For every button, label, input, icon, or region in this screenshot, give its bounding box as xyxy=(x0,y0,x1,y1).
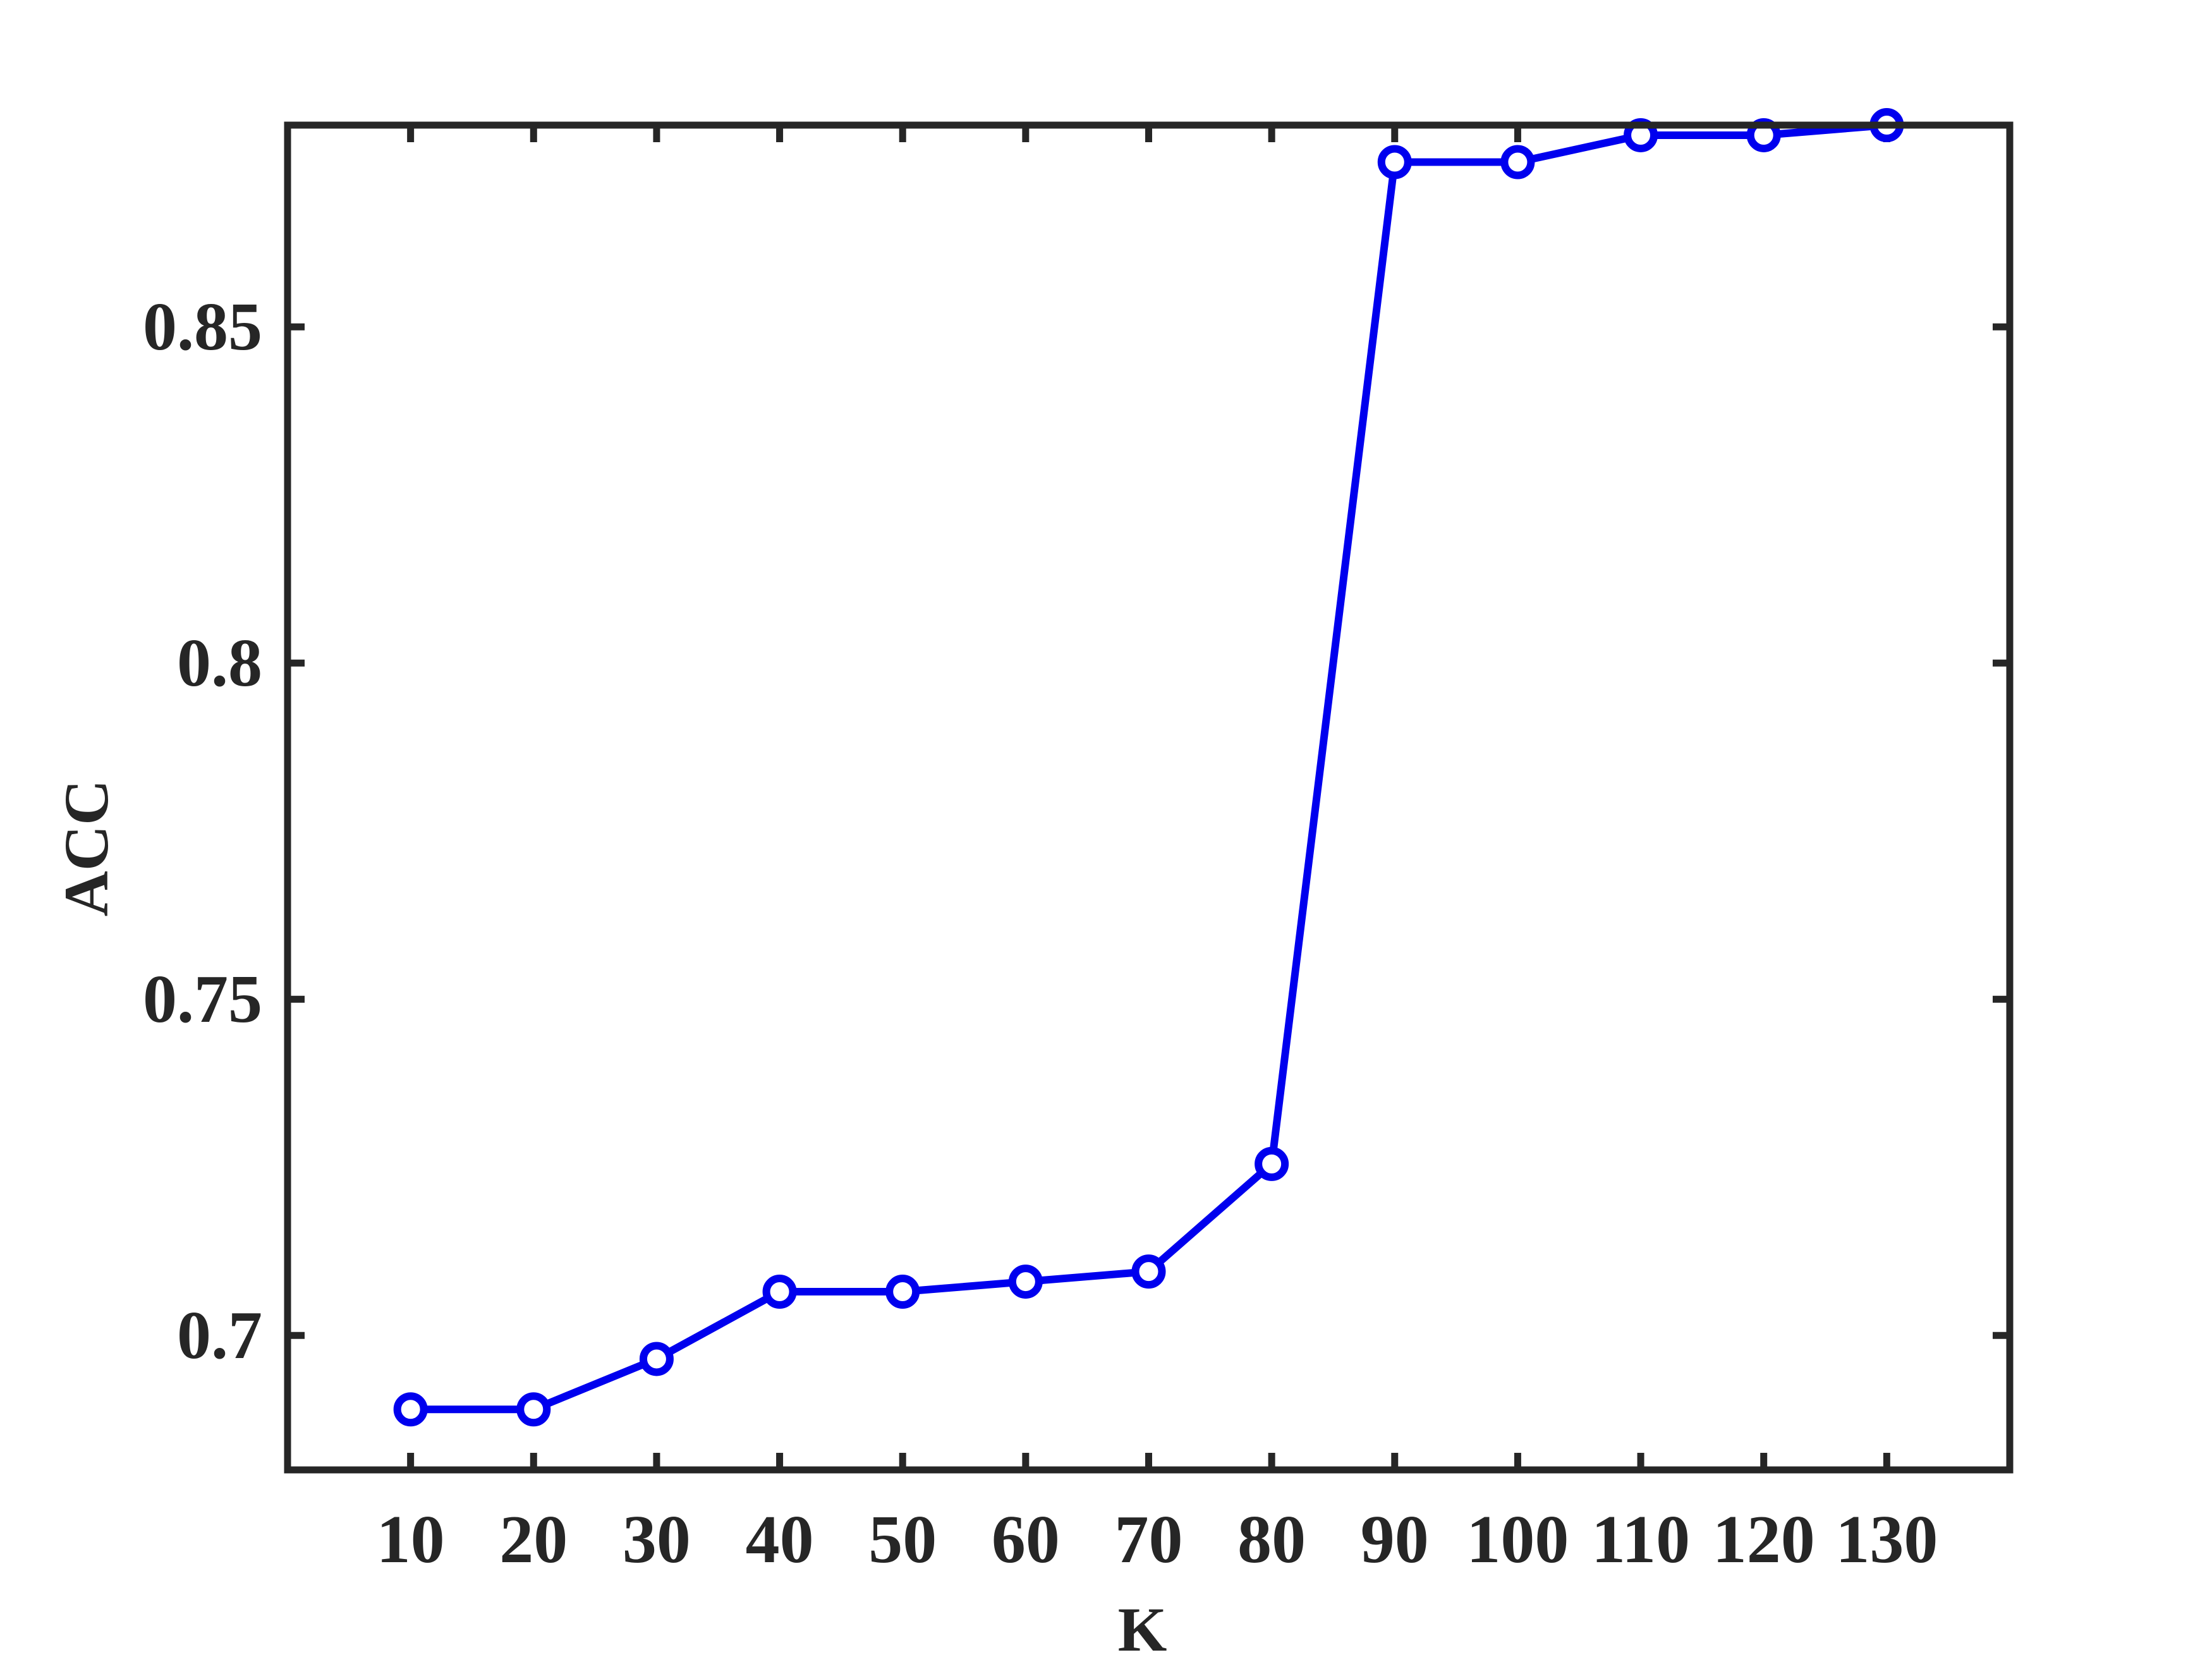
axes-box xyxy=(284,121,2014,1474)
x-tick-label: 100 xyxy=(1466,1502,1569,1577)
y-tick-label: 0.75 xyxy=(143,962,262,1037)
data-point-marker xyxy=(885,1275,920,1309)
x-tick-label: 80 xyxy=(1237,1502,1306,1577)
data-point-marker xyxy=(1377,145,1412,179)
y-tick-label: 0.8 xyxy=(177,626,262,701)
data-point-marker xyxy=(1131,1254,1166,1289)
x-tick-label: 30 xyxy=(623,1502,691,1577)
x-tick-label: 10 xyxy=(377,1502,445,1577)
data-point-marker xyxy=(516,1392,551,1427)
x-tick-label: 50 xyxy=(868,1502,937,1577)
x-tick-label: 130 xyxy=(1835,1502,1938,1577)
y-tick-label: 0.7 xyxy=(177,1298,262,1373)
data-point-marker xyxy=(762,1275,797,1309)
data-point-marker xyxy=(393,1392,428,1427)
data-point-marker xyxy=(1500,145,1535,179)
x-tick-label: 40 xyxy=(746,1502,814,1577)
x-tick-label: 120 xyxy=(1713,1502,1815,1577)
tick-labels: 10 20 30 40 50 60 70 80 90 100 110 120 130 0.7 0.75 0.8… xyxy=(143,289,1938,1577)
x-tick-label: 20 xyxy=(499,1502,568,1577)
y-axis-label: ACC xyxy=(51,780,121,917)
data-point-marker xyxy=(639,1342,674,1376)
data-point-marker xyxy=(1255,1146,1289,1181)
x-axis-label: K xyxy=(1118,1594,1167,1659)
series-layer xyxy=(393,108,1904,1427)
data-point-marker xyxy=(1008,1265,1043,1299)
x-tick-label: 90 xyxy=(1361,1502,1429,1577)
x-tick-label: 70 xyxy=(1115,1502,1183,1577)
x-tick-label: 110 xyxy=(1591,1502,1690,1577)
x-tick-label: 60 xyxy=(992,1502,1060,1577)
y-tick-label: 0.85 xyxy=(143,289,262,365)
